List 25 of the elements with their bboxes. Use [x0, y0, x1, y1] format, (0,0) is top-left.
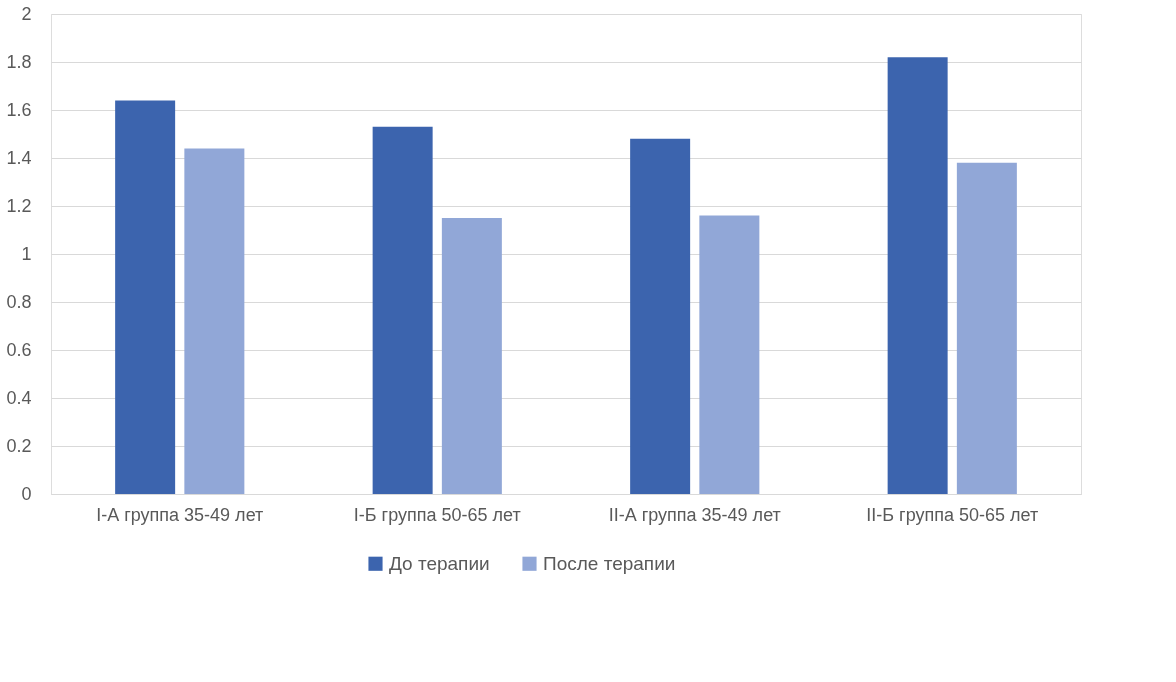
bar	[441, 218, 502, 494]
bar	[630, 138, 691, 494]
y-tick-label: 0	[21, 483, 32, 504]
y-tick-label: 1	[21, 243, 32, 264]
x-tick-label: I-А группа 35-49 лет	[96, 504, 264, 525]
y-tick-label: 1.8	[6, 51, 32, 72]
bar	[115, 100, 176, 494]
x-tick-label: II-Б группа 50-65 лет	[866, 504, 1039, 525]
y-tick-label: 0.2	[6, 435, 32, 456]
y-tick-label: 2	[21, 3, 32, 24]
bar	[887, 57, 948, 494]
bar	[184, 148, 245, 494]
y-tick-label: 1.2	[6, 195, 32, 216]
bar	[699, 215, 760, 494]
legend-label: До терапии	[389, 552, 490, 574]
y-tick-label: 0.4	[6, 387, 32, 408]
bar	[956, 162, 1017, 494]
y-tick-label: 0.6	[6, 339, 32, 360]
x-tick-label: II-А группа 35-49 лет	[608, 504, 781, 525]
x-tick-label: I-Б группа 50-65 лет	[353, 504, 521, 525]
y-tick-label: 0.8	[6, 291, 32, 312]
bar	[372, 126, 433, 494]
legend-label: После терапии	[543, 552, 676, 574]
y-tick-label: 1.4	[6, 147, 32, 168]
y-tick-label: 1.6	[6, 99, 32, 120]
